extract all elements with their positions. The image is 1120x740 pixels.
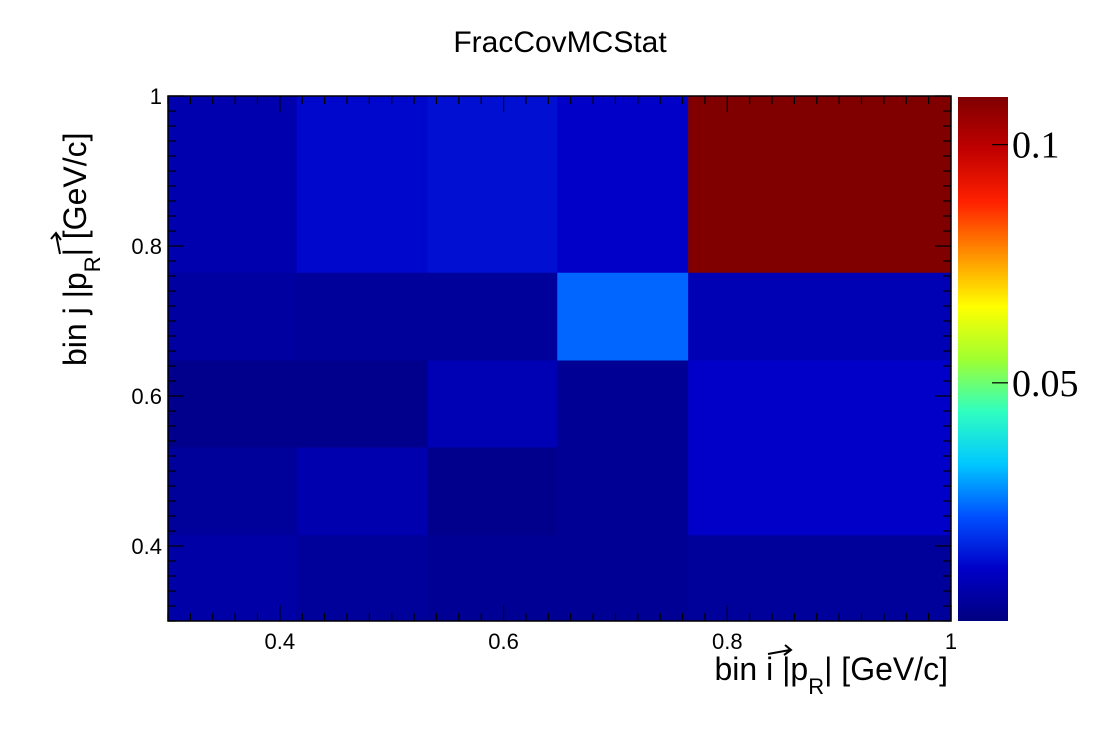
x-axis-vector-arrow xyxy=(767,644,793,656)
x-axis-title-prefix: bin i | xyxy=(715,651,791,687)
heatmap-cell xyxy=(427,447,558,536)
color-scale-label: 0.05 xyxy=(1012,363,1079,405)
x-axis-title: bin i |pR| [GeV/c] xyxy=(715,644,949,699)
chart-title: FracCovMCStat xyxy=(453,26,667,59)
heatmap-cell xyxy=(296,360,429,448)
x-axis-title-sub: R xyxy=(808,674,824,699)
heatmap-cell xyxy=(296,272,429,361)
y-axis-vector-arrow xyxy=(50,231,62,255)
heatmap-cell xyxy=(427,534,558,622)
heatmap-cell xyxy=(427,272,558,361)
color-scale-bar: 0.05 0.1 xyxy=(958,97,1079,621)
heatmap-cell xyxy=(688,447,952,536)
heatmap-cell xyxy=(168,360,298,448)
color-scale-label: 0.1 xyxy=(1012,125,1060,167)
heatmap-cell xyxy=(296,534,429,622)
y-axis-title-var: p xyxy=(57,272,93,290)
heatmap-cell xyxy=(688,360,952,448)
heatmap-cell xyxy=(296,447,429,536)
x-axis-title-var: p xyxy=(790,651,808,687)
heatmap-cells xyxy=(168,96,952,622)
heatmap-cell xyxy=(168,272,298,361)
heatmap-cell xyxy=(688,534,952,622)
x-tick-label: 0.8 xyxy=(712,629,743,654)
heatmap-cell xyxy=(557,272,689,361)
y-axis-title-sub: R xyxy=(80,256,105,272)
heatmap-cell xyxy=(557,534,689,622)
y-tick-label: 0.6 xyxy=(131,384,162,409)
heatmap-cell xyxy=(168,534,298,622)
heatmap-cell xyxy=(168,96,298,273)
title-box xyxy=(400,14,720,66)
y-tick-label: 0.4 xyxy=(131,534,162,559)
heatmap-cell xyxy=(557,447,689,536)
heatmap-cell xyxy=(688,96,952,273)
plot-frame xyxy=(167,95,952,622)
svg-text:bin i |pR| [GeV/c]: bin i |pR| [GeV/c] xyxy=(715,651,949,699)
heatmap-cell xyxy=(557,96,689,273)
x-axis-title-suffix: | [GeV/c] xyxy=(824,651,948,687)
heatmap-cell xyxy=(557,360,689,448)
heatmap-cell xyxy=(427,360,558,448)
heatmap-cell xyxy=(427,96,558,273)
heatmap-cell xyxy=(168,447,298,536)
heatmap-cell xyxy=(688,272,952,361)
axis-ticks xyxy=(167,95,952,622)
heatmap-cell xyxy=(296,96,429,273)
y-axis-title-suffix: | [GeV/c] xyxy=(57,133,93,257)
x-tick-label: 1 xyxy=(945,629,957,654)
svg-text:bin j |pR| [GeV/c]: bin j |pR| [GeV/c] xyxy=(57,133,105,367)
y-axis-title: bin j |pR| [GeV/c] xyxy=(50,133,105,367)
axis-tick-labels: 0.4 0.6 0.8 1 0.4 0.6 0.8 1 xyxy=(131,84,957,654)
y-axis-title-prefix: bin j | xyxy=(57,290,93,366)
x-tick-label: 0.4 xyxy=(265,629,296,654)
y-tick-label: 1 xyxy=(150,84,162,109)
x-tick-label: 0.6 xyxy=(488,629,519,654)
y-tick-label: 0.8 xyxy=(131,234,162,259)
color-scale-gradient xyxy=(958,97,1008,621)
